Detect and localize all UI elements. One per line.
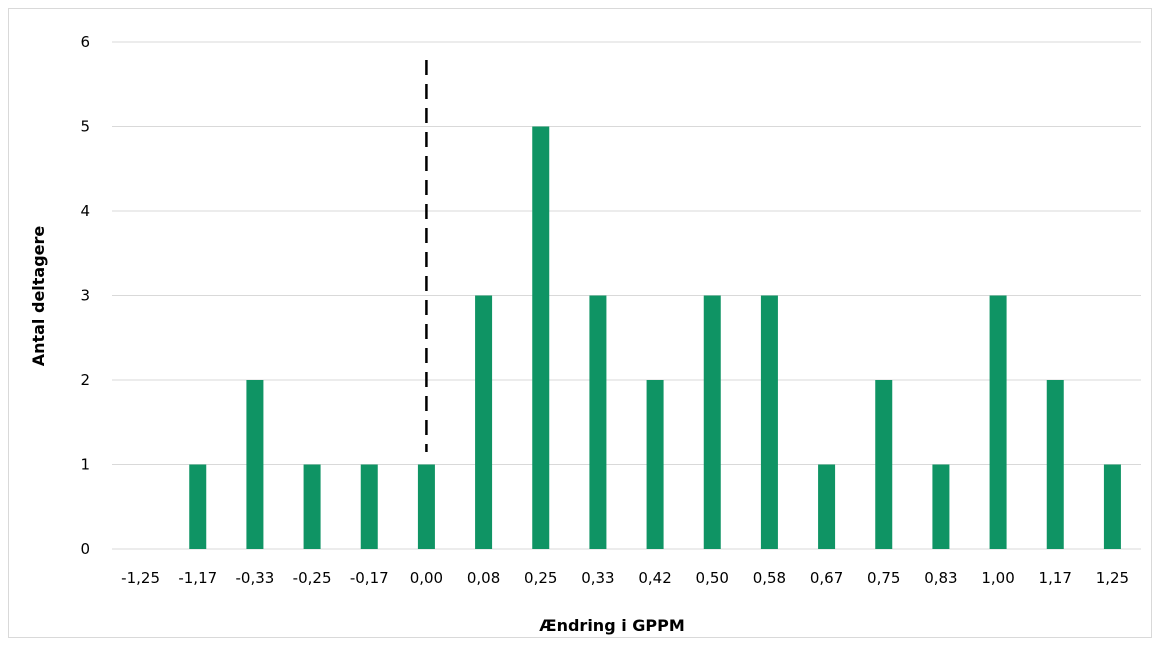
x-tick-label: -0,17 — [350, 569, 389, 587]
y-tick-label: 1 — [80, 456, 90, 474]
bar — [189, 464, 207, 549]
x-tick-label: 0,67 — [810, 569, 843, 587]
bar — [932, 464, 950, 549]
x-tick-label: 0,83 — [924, 569, 957, 587]
bar — [532, 126, 550, 549]
x-tick-label: 0,00 — [410, 569, 443, 587]
y-tick-label: 0 — [80, 540, 90, 558]
x-tick-label: 0,33 — [581, 569, 614, 587]
y-tick-label: 3 — [80, 287, 90, 305]
bar — [589, 295, 607, 549]
x-tick-labels: -1,25 -1,17 -0,33 -0,25 -0,17 0,00 0,08 0,25 0,3… — [121, 569, 1129, 587]
x-tick-label: 0,75 — [867, 569, 900, 587]
x-tick-label: -1,17 — [178, 569, 217, 587]
chart-frame — [8, 8, 1152, 638]
bar — [360, 464, 378, 549]
bar — [818, 464, 836, 549]
bar — [475, 295, 493, 549]
x-tick-label: 0,50 — [696, 569, 729, 587]
x-tick-label: 0,42 — [638, 569, 671, 587]
y-tick-label: 5 — [80, 118, 90, 136]
bar — [303, 464, 321, 549]
x-tick-label: -0,25 — [293, 569, 332, 587]
y-tick-label: 6 — [80, 33, 90, 51]
x-tick-label: 0,25 — [524, 569, 557, 587]
x-tick-label: 1,17 — [1039, 569, 1072, 587]
bar — [246, 380, 264, 549]
bar — [989, 295, 1007, 549]
bar — [703, 295, 721, 549]
bar — [760, 295, 778, 549]
x-tick-label: -1,25 — [121, 569, 160, 587]
x-tick-label: 1,25 — [1096, 569, 1129, 587]
y-tick-label: 4 — [80, 202, 90, 220]
x-axis-title: Ændring i GPPM — [539, 616, 685, 635]
bar — [1046, 380, 1064, 549]
bar — [646, 380, 664, 549]
x-tick-label: -0,33 — [236, 569, 275, 587]
y-axis-title: Antal deltagere — [29, 226, 48, 367]
x-tick-label: 1,00 — [981, 569, 1014, 587]
bars — [189, 126, 1121, 549]
y-tick-labels: 0 1 2 3 4 5 6 — [80, 33, 90, 558]
x-tick-label: 0,58 — [753, 569, 786, 587]
gridlines — [112, 41, 1141, 550]
x-tick-label: 0,08 — [467, 569, 500, 587]
bar — [417, 464, 435, 549]
bar — [875, 380, 893, 549]
bar — [1103, 464, 1121, 549]
y-tick-label: 2 — [80, 371, 90, 389]
